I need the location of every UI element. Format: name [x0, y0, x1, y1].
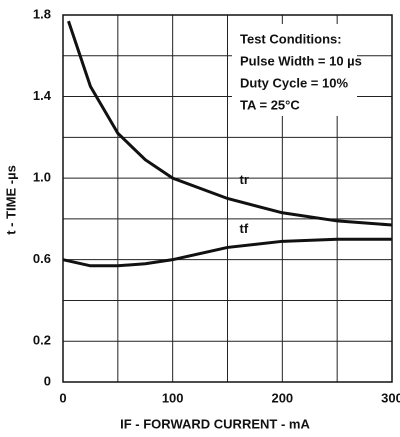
y-tick-label: 1.0 [33, 170, 51, 185]
annotation-box [232, 24, 357, 116]
line-series [67, 20, 393, 227]
series-label: tr [240, 172, 249, 187]
series-label: tf [240, 221, 249, 236]
x-tick-label: 100 [162, 390, 184, 405]
y-tick-label: 0.6 [33, 251, 51, 266]
y-tick-label: 0.2 [33, 333, 51, 348]
y-axis-label: t - TIME -µs [3, 165, 18, 235]
annotation: Test Conditions: [240, 31, 342, 46]
y-tick-label: 0 [44, 373, 51, 388]
annotation: TA = 25°C [240, 97, 300, 112]
x-axis-label: IF - FORWARD CURRENT - mA [120, 416, 310, 431]
x-tick-label: 0 [59, 390, 66, 405]
x-tick-label: 200 [271, 390, 293, 405]
x-tick-label: 300 [381, 390, 400, 405]
annotation: Duty Cycle = 10% [240, 75, 348, 90]
annotation: Pulse Width = 10 µs [240, 53, 362, 68]
plot-frame [62, 14, 393, 383]
y-tick-label: 1.8 [33, 6, 51, 21]
line-series [62, 237, 392, 268]
y-tick-label: 1.4 [33, 88, 52, 103]
